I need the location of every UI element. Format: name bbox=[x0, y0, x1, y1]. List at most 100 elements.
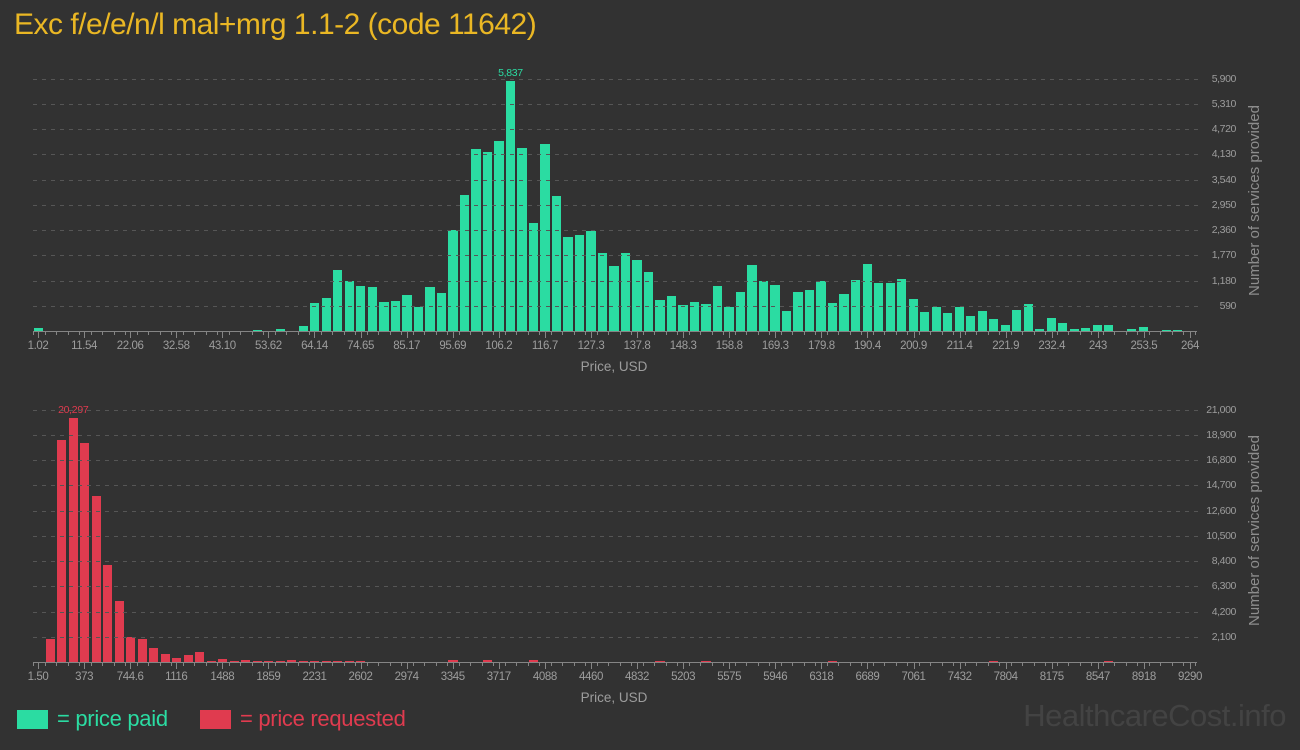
axis-minor-tick bbox=[309, 332, 311, 335]
axis-minor-tick bbox=[516, 663, 518, 666]
axis-minor-tick bbox=[205, 663, 207, 666]
axis-minor-tick bbox=[458, 332, 460, 335]
axis-major-tick bbox=[176, 332, 178, 338]
axis-minor-tick bbox=[148, 332, 150, 335]
histogram-bar bbox=[172, 657, 182, 662]
y-axis-tick-label: 18,900 bbox=[1206, 428, 1236, 441]
axis-minor-tick bbox=[953, 663, 955, 666]
axis-minor-tick bbox=[481, 332, 483, 335]
axis-major-tick bbox=[360, 332, 362, 338]
gridline bbox=[33, 179, 1200, 181]
axis-major-tick bbox=[314, 663, 316, 669]
axis-minor-tick bbox=[447, 332, 449, 335]
axis-minor-tick bbox=[884, 663, 886, 666]
axis-minor-tick bbox=[838, 663, 840, 666]
axis-minor-tick bbox=[424, 332, 426, 335]
axis-minor-tick bbox=[240, 663, 242, 666]
axis-minor-tick bbox=[815, 332, 817, 335]
y-axis-tick-label: 5,900 bbox=[1211, 72, 1237, 85]
axis-minor-tick bbox=[493, 332, 495, 335]
axis-minor-tick bbox=[688, 663, 690, 666]
axis-major-tick bbox=[452, 663, 454, 669]
axis-minor-tick bbox=[79, 663, 81, 666]
axis-minor-tick bbox=[159, 663, 161, 666]
axis-minor-tick bbox=[44, 663, 46, 666]
histogram-bar bbox=[666, 296, 677, 331]
x-axis-tick-label: 53.62 bbox=[255, 340, 282, 352]
histogram-bar bbox=[1069, 329, 1079, 331]
axis-minor-tick bbox=[56, 663, 57, 666]
axis-minor-tick bbox=[573, 663, 575, 666]
axis-minor-tick bbox=[930, 332, 932, 335]
histogram-bar bbox=[310, 302, 320, 331]
axis-major-tick bbox=[959, 332, 961, 338]
axis-minor-tick bbox=[895, 663, 897, 666]
axis-minor-tick bbox=[504, 332, 506, 335]
y-axis-tick-label: 4,130 bbox=[1211, 148, 1237, 161]
axis-major-tick bbox=[637, 663, 639, 669]
x-axis-line bbox=[33, 331, 1197, 332]
axis-minor-tick bbox=[1148, 332, 1150, 335]
axis-major-tick bbox=[84, 663, 86, 669]
axis-minor-tick bbox=[665, 332, 667, 335]
axis-minor-tick bbox=[194, 332, 196, 335]
x-axis-tick-label: 106.2 bbox=[485, 340, 513, 352]
histogram-bar bbox=[57, 439, 67, 662]
axis-minor-tick bbox=[654, 663, 656, 666]
axis-minor-tick bbox=[366, 332, 368, 335]
gridline bbox=[33, 561, 1200, 563]
axis-minor-tick bbox=[504, 663, 506, 666]
axis-minor-tick bbox=[1033, 663, 1035, 666]
histogram-bar bbox=[264, 661, 274, 662]
gridline bbox=[33, 434, 1200, 436]
histogram-bar bbox=[436, 292, 447, 331]
axis-major-tick bbox=[590, 332, 592, 338]
gridline bbox=[33, 129, 1200, 131]
axis-minor-tick bbox=[1068, 663, 1070, 666]
axis-minor-tick bbox=[550, 332, 552, 335]
axis-minor-tick bbox=[562, 663, 564, 666]
histogram-bar bbox=[241, 660, 251, 662]
axis-major-tick bbox=[1051, 663, 1053, 669]
histogram-bar bbox=[701, 304, 711, 331]
histogram-bar bbox=[839, 294, 849, 331]
axis-minor-tick bbox=[734, 663, 736, 666]
histogram-bar bbox=[804, 289, 815, 331]
axis-major-tick bbox=[1097, 663, 1099, 669]
axis-minor-tick bbox=[1183, 663, 1185, 666]
axis-minor-tick bbox=[424, 663, 426, 666]
axis-minor-tick bbox=[872, 663, 874, 666]
axis-minor-tick bbox=[389, 332, 391, 335]
axis-minor-tick bbox=[412, 663, 414, 666]
axis-minor-tick bbox=[711, 332, 713, 335]
y-axis-tick-label: 2,950 bbox=[1211, 198, 1237, 211]
histogram-bar bbox=[528, 223, 539, 331]
histogram-bar bbox=[770, 284, 780, 331]
x-axis-tick-label: 6689 bbox=[855, 671, 880, 683]
axis-minor-tick bbox=[527, 332, 529, 335]
axis-minor-tick bbox=[401, 332, 403, 335]
histogram-bar bbox=[68, 418, 78, 662]
histogram-bar bbox=[298, 660, 308, 662]
histogram-bar bbox=[1035, 329, 1045, 331]
axis-minor-tick bbox=[378, 332, 380, 335]
histogram-bar bbox=[563, 236, 573, 331]
gridline bbox=[33, 78, 1200, 80]
axis-minor-tick bbox=[746, 663, 748, 666]
histogram-bar bbox=[989, 319, 999, 331]
axis-minor-tick bbox=[976, 663, 978, 666]
requested-color-swatch bbox=[200, 710, 231, 729]
axis-minor-tick bbox=[803, 332, 805, 335]
histogram-bar bbox=[505, 81, 516, 331]
histogram-bar bbox=[747, 264, 757, 331]
peak-value-label: 5,837 bbox=[498, 67, 523, 80]
axis-minor-tick bbox=[780, 332, 782, 335]
axis-major-tick bbox=[406, 332, 408, 338]
x-axis-tick-label: 8918 bbox=[1131, 671, 1156, 683]
axis-minor-tick bbox=[309, 663, 311, 666]
axis-minor-tick bbox=[435, 663, 437, 666]
x-axis-tick-label: 95.69 bbox=[439, 340, 467, 352]
histogram-bar bbox=[643, 271, 654, 331]
x-axis-tick-label: 4832 bbox=[625, 671, 650, 683]
axis-major-tick bbox=[729, 332, 731, 338]
